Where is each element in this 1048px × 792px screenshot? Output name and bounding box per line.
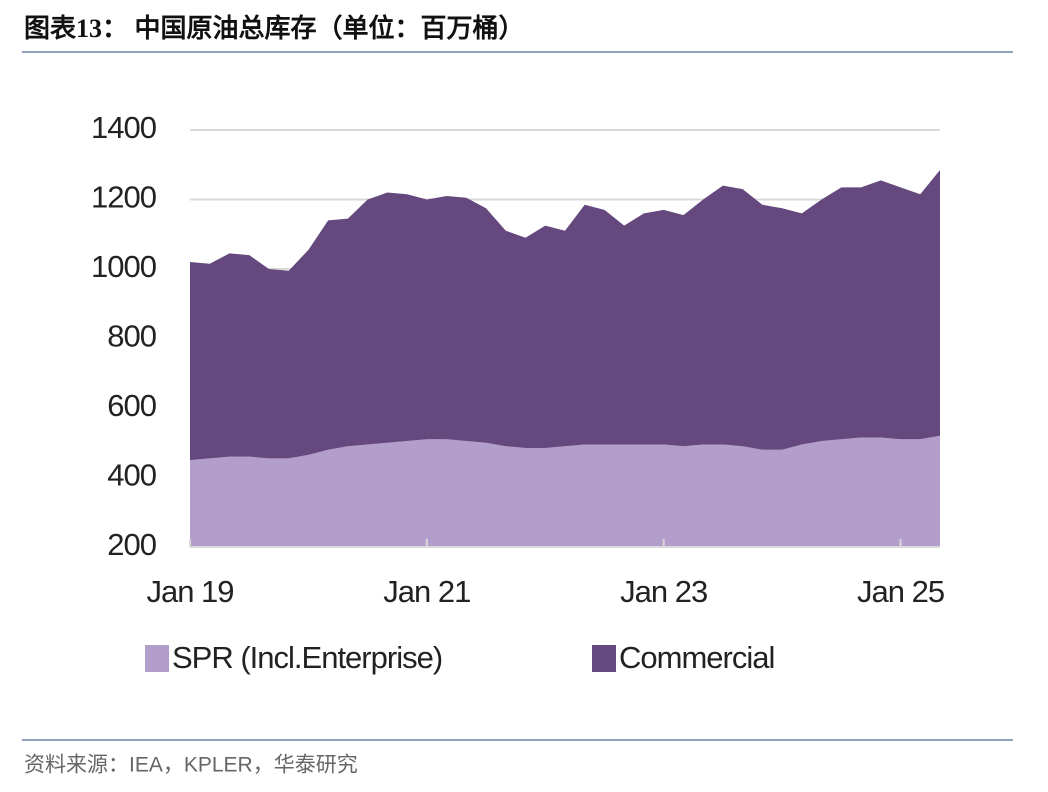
plot-area (190, 169, 940, 547)
legend-swatch (145, 645, 169, 672)
y-tick-label: 600 (107, 388, 156, 423)
legend-label: Commercial (619, 640, 774, 675)
source-note: 资料来源：IEA，KPLER，华泰研究 (24, 754, 358, 777)
y-tick-label: 1200 (91, 180, 157, 215)
legend-label: SPR (Incl.Enterprise) (172, 640, 442, 675)
y-tick-label: 800 (107, 319, 156, 354)
x-tick-label: Jan 19 (146, 574, 233, 609)
x-tick-label: Jan 23 (620, 574, 707, 609)
area (190, 435, 940, 547)
y-tick-label: 200 (107, 527, 156, 562)
chart-title: 图表13： 中国原油总库存（单位：百万桶） (24, 13, 525, 43)
x-tick-label: Jan 25 (857, 574, 944, 609)
legend-swatch (592, 645, 616, 672)
y-tick-label: 400 (107, 458, 156, 493)
y-tick-label: 1000 (91, 249, 157, 284)
area (190, 169, 940, 461)
axes: 200 400 600 800 1000 1200 1400 Jan 19 Jan 21 Jan … (91, 110, 945, 675)
y-tick-label: 1400 (91, 110, 157, 145)
x-tick-label: Jan 21 (383, 574, 470, 609)
